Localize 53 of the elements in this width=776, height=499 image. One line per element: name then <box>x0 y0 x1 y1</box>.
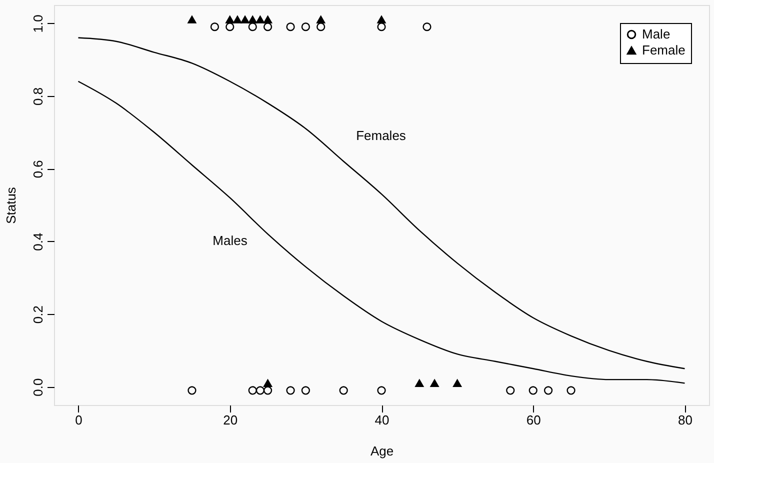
legend-label: Male <box>642 26 670 42</box>
point <box>248 386 257 395</box>
line-series <box>78 37 686 370</box>
point <box>544 386 553 395</box>
point <box>377 386 386 395</box>
point <box>415 379 424 387</box>
point <box>316 22 326 32</box>
y-tick-label: 0.6 <box>30 160 46 178</box>
point <box>286 22 295 32</box>
point <box>453 379 462 387</box>
point <box>226 22 234 32</box>
point <box>377 16 386 24</box>
line-series <box>78 80 686 384</box>
y-axis-title: Status <box>4 186 18 224</box>
x-tick-label: 0 <box>75 412 82 428</box>
point <box>226 16 234 24</box>
point <box>240 16 250 24</box>
point <box>339 386 348 395</box>
point <box>233 16 242 24</box>
point <box>506 386 515 395</box>
point <box>263 386 272 395</box>
legend-label: Female <box>642 42 686 58</box>
y-tick-label: 1.0 <box>30 14 46 33</box>
point <box>210 22 220 32</box>
x-tick-label: 40 <box>374 412 390 428</box>
point <box>256 386 265 395</box>
point <box>188 386 196 395</box>
point <box>263 16 272 24</box>
point <box>263 379 272 387</box>
x-tick-label: 80 <box>678 412 692 428</box>
point <box>263 22 272 32</box>
point <box>377 22 386 32</box>
x-axis-title: Age <box>370 444 394 458</box>
y-tick-label: 0.8 <box>30 87 46 106</box>
x-tick-label: 60 <box>526 412 541 428</box>
point <box>301 386 310 395</box>
y-tick-label: 0.0 <box>30 378 46 396</box>
point <box>256 16 265 24</box>
annotation: Females <box>356 128 406 143</box>
annotation: Males <box>212 233 248 248</box>
point <box>430 379 439 387</box>
point <box>248 16 257 24</box>
point <box>301 22 310 32</box>
point <box>528 386 538 395</box>
x-tick-label: 20 <box>223 412 238 428</box>
point <box>188 16 196 24</box>
point <box>316 16 326 24</box>
point <box>248 22 257 32</box>
point <box>566 386 576 395</box>
point <box>422 22 432 32</box>
y-tick-label: 0.4 <box>30 232 46 251</box>
y-tick-label: 0.2 <box>30 306 46 324</box>
point <box>286 386 295 395</box>
